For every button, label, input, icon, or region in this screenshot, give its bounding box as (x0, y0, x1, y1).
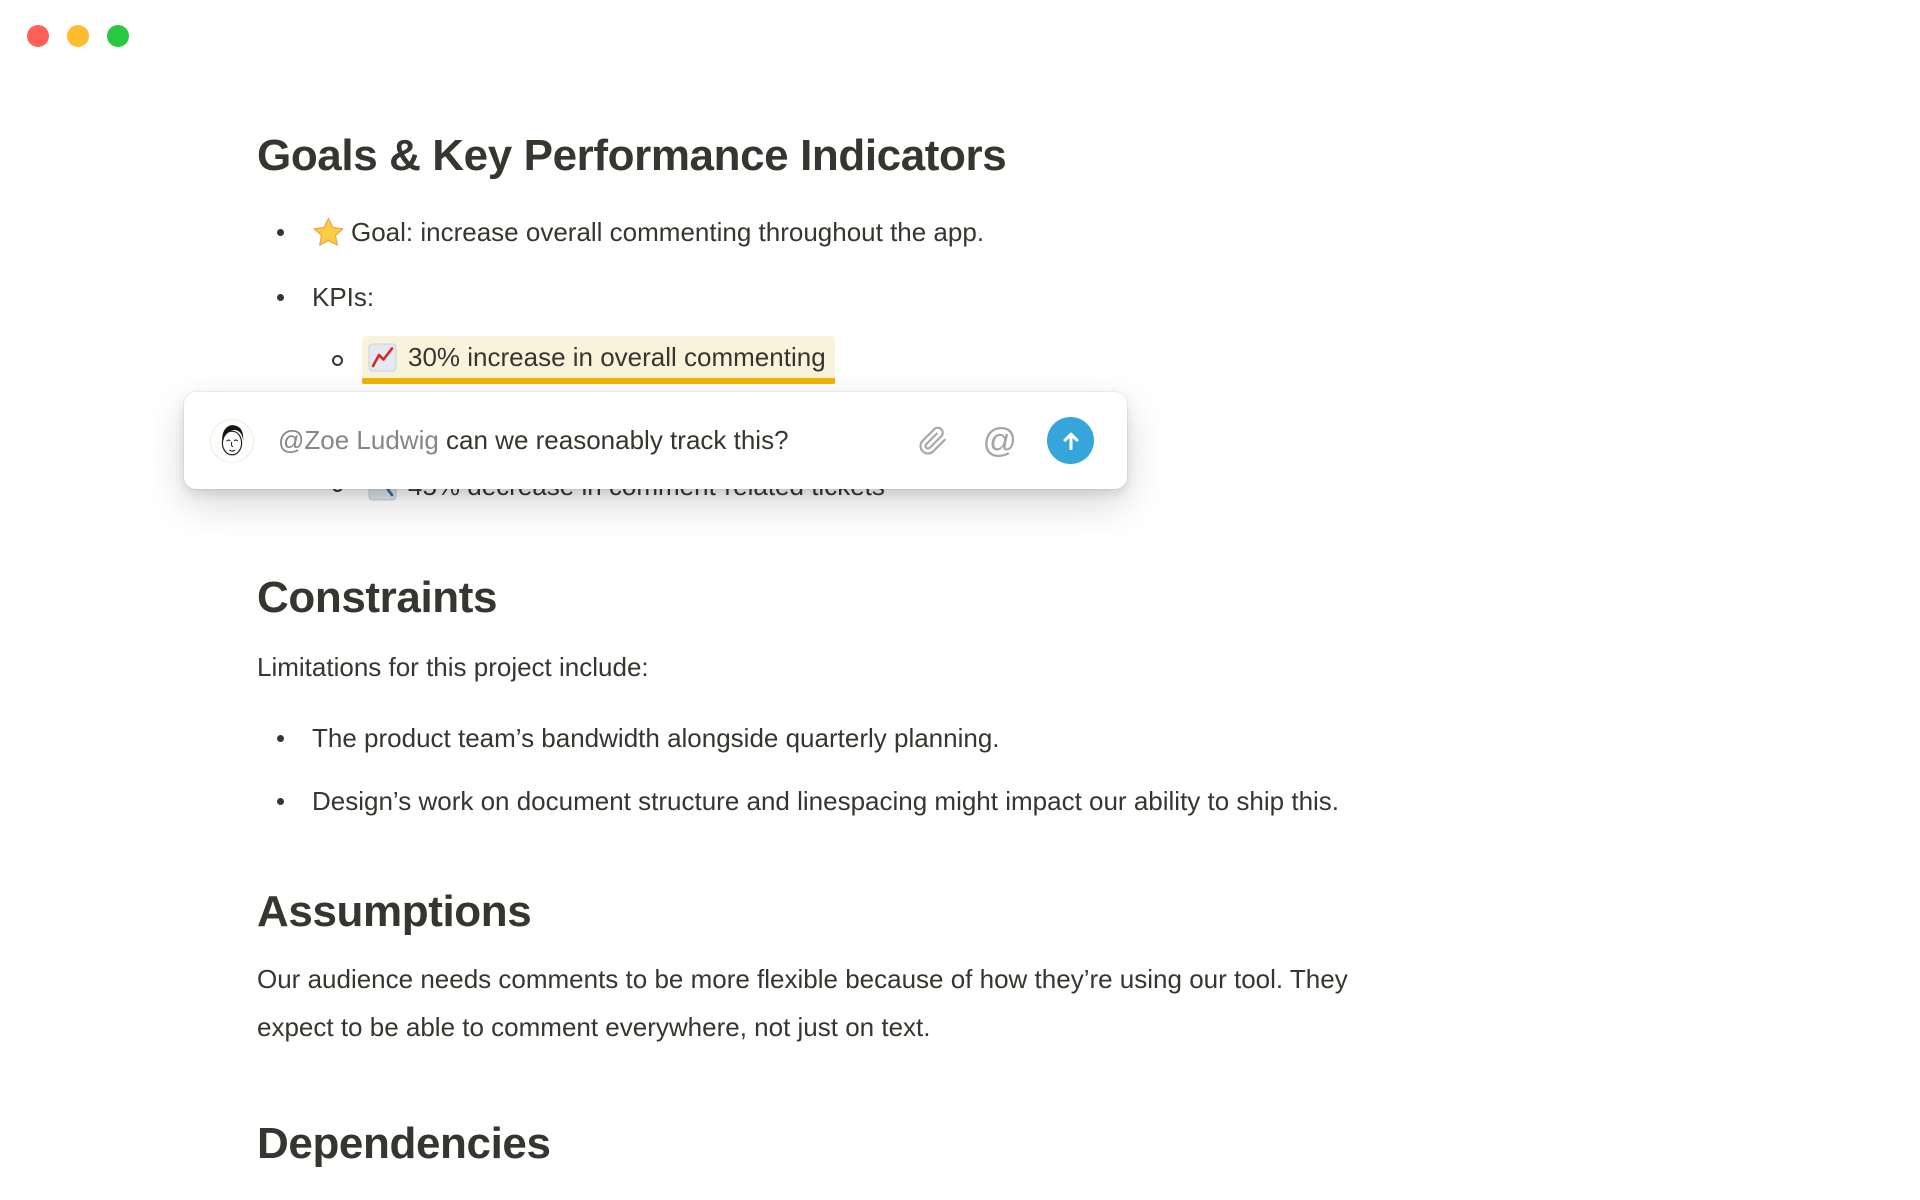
goal-text: Goal: increase overall commenting throug… (351, 216, 985, 247)
assumptions-paragraph: Our audience needs comments to be more f… (257, 955, 1348, 1051)
attach-file-button[interactable] (918, 426, 948, 456)
assumptions-line-1: Our audience needs comments to be more f… (257, 964, 1348, 994)
list-item-goal: Goal: increase overall commenting throug… (257, 208, 984, 256)
minimize-window-button[interactable] (67, 25, 89, 47)
heading-dependencies: Dependencies (257, 1119, 551, 1168)
bullet-dot (277, 734, 284, 742)
mention-user-button[interactable]: @ (982, 424, 1017, 458)
heading-goals-kpis: Goals & Key Performance Indicators (257, 131, 1007, 180)
constraint-2-text: Design’s work on document structure and … (312, 785, 1340, 816)
paperclip-icon (918, 426, 948, 456)
assumptions-line-2: expect to be able to comment everywhere,… (257, 1012, 931, 1042)
heading-assumptions: Assumptions (257, 887, 532, 936)
comment-message: can we reasonably track this? (438, 425, 789, 455)
chart-increasing-icon (368, 343, 397, 372)
bullet-dot (277, 293, 284, 301)
list-item-constraint-2: Design’s work on document structure and … (257, 777, 1339, 825)
comment-input[interactable]: @Zoe Ludwig can we reasonably track this… (278, 425, 918, 456)
constraints-intro: Limitations for this project include: (257, 652, 649, 682)
bullet-dot (277, 797, 284, 805)
sub-bullet-circle (332, 354, 343, 366)
mention-chip[interactable]: @Zoe Ludwig (278, 425, 439, 455)
kpis-label: KPIs: (312, 281, 375, 312)
arrow-up-icon (1059, 429, 1083, 453)
list-item-kpis: KPIs: (257, 273, 374, 321)
zoom-window-button[interactable] (107, 25, 129, 47)
list-item-kpi-1: 30% increase in overall commenting (257, 336, 835, 384)
comment-popup: @Zoe Ludwig can we reasonably track this… (184, 392, 1127, 489)
list-item-constraint-1: The product team’s bandwidth alongside q… (257, 714, 1000, 762)
kpi-1-text: 30% increase in overall commenting (408, 342, 826, 372)
close-window-button[interactable] (27, 25, 49, 47)
heading-constraints: Constraints (257, 573, 498, 622)
at-sign-icon: @ (982, 421, 1017, 460)
send-comment-button[interactable] (1047, 417, 1094, 464)
window-controls (27, 25, 129, 47)
bullet-dot (277, 228, 284, 236)
avatar (210, 418, 254, 463)
commented-highlight[interactable]: 30% increase in overall commenting (362, 336, 835, 384)
constraint-1-text: The product team’s bandwidth alongside q… (312, 722, 1000, 753)
star-icon (312, 216, 345, 249)
